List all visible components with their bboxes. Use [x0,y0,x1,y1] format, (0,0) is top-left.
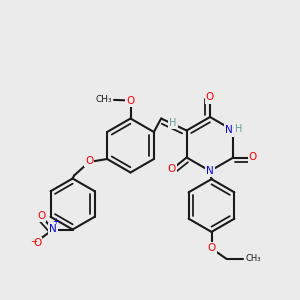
Text: O: O [207,243,216,254]
Text: N: N [49,224,57,235]
Text: CH₃: CH₃ [245,254,261,263]
Text: H: H [169,118,177,128]
Text: O: O [85,156,93,167]
Text: CH₃: CH₃ [96,95,112,104]
Text: O: O [249,152,257,163]
Text: +: + [52,218,59,226]
Text: N: N [225,125,233,136]
Text: H: H [235,124,242,134]
Text: N: N [206,166,214,176]
Text: O: O [167,164,176,175]
Text: −: − [30,237,37,246]
Text: O: O [126,95,135,106]
Text: O: O [206,92,214,103]
Text: O: O [33,238,41,248]
Text: O: O [37,211,45,221]
